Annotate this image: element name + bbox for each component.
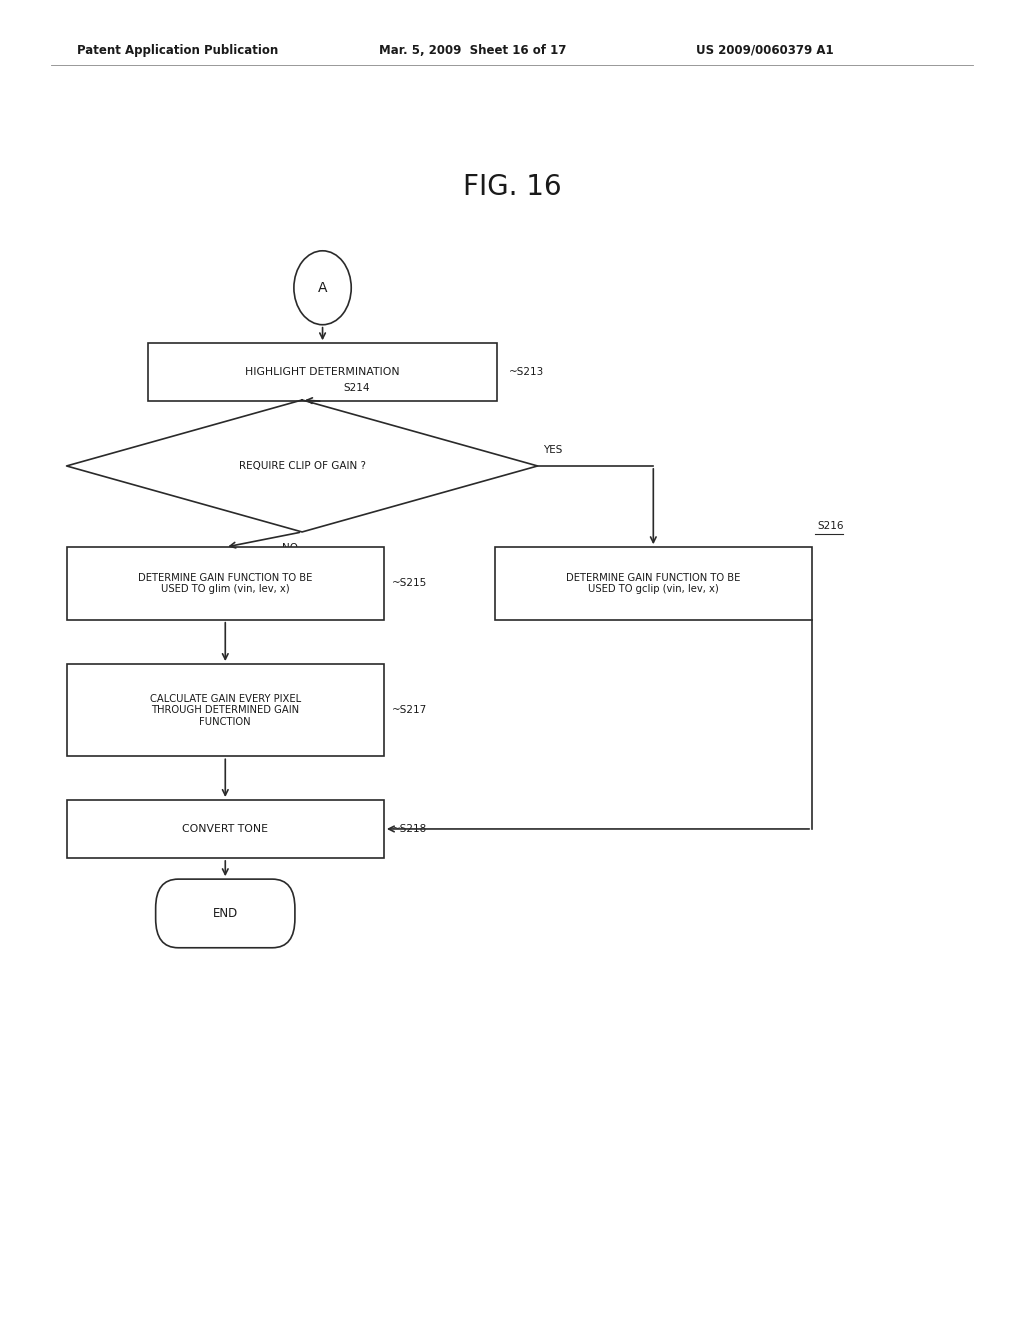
Text: US 2009/0060379 A1: US 2009/0060379 A1 — [696, 44, 834, 57]
Text: Mar. 5, 2009  Sheet 16 of 17: Mar. 5, 2009 Sheet 16 of 17 — [379, 44, 566, 57]
FancyBboxPatch shape — [67, 546, 384, 619]
Text: NO: NO — [283, 543, 298, 553]
FancyBboxPatch shape — [67, 664, 384, 756]
Text: ~S215: ~S215 — [392, 578, 427, 589]
Text: YES: YES — [543, 445, 562, 455]
Text: HIGHLIGHT DETERMINATION: HIGHLIGHT DETERMINATION — [245, 367, 400, 378]
FancyBboxPatch shape — [495, 546, 812, 619]
Text: REQUIRE CLIP OF GAIN ?: REQUIRE CLIP OF GAIN ? — [239, 461, 366, 471]
Text: ~S213: ~S213 — [509, 367, 544, 378]
Text: Patent Application Publication: Patent Application Publication — [77, 44, 279, 57]
Text: ~S217: ~S217 — [392, 705, 427, 715]
Text: DETERMINE GAIN FUNCTION TO BE
USED TO gclip (vin, lev, x): DETERMINE GAIN FUNCTION TO BE USED TO gc… — [566, 573, 740, 594]
Text: DETERMINE GAIN FUNCTION TO BE
USED TO glim (vin, lev, x): DETERMINE GAIN FUNCTION TO BE USED TO gl… — [138, 573, 312, 594]
Text: END: END — [213, 907, 238, 920]
Text: ~S218: ~S218 — [392, 824, 427, 834]
Text: A: A — [317, 281, 328, 294]
FancyBboxPatch shape — [156, 879, 295, 948]
FancyBboxPatch shape — [148, 343, 497, 401]
Text: FIG. 16: FIG. 16 — [463, 173, 561, 202]
Text: CALCULATE GAIN EVERY PIXEL
THROUGH DETERMINED GAIN
FUNCTION: CALCULATE GAIN EVERY PIXEL THROUGH DETER… — [150, 693, 301, 727]
Text: S214: S214 — [343, 383, 370, 393]
Text: CONVERT TONE: CONVERT TONE — [182, 824, 268, 834]
Text: S216: S216 — [817, 521, 844, 531]
FancyBboxPatch shape — [67, 800, 384, 858]
